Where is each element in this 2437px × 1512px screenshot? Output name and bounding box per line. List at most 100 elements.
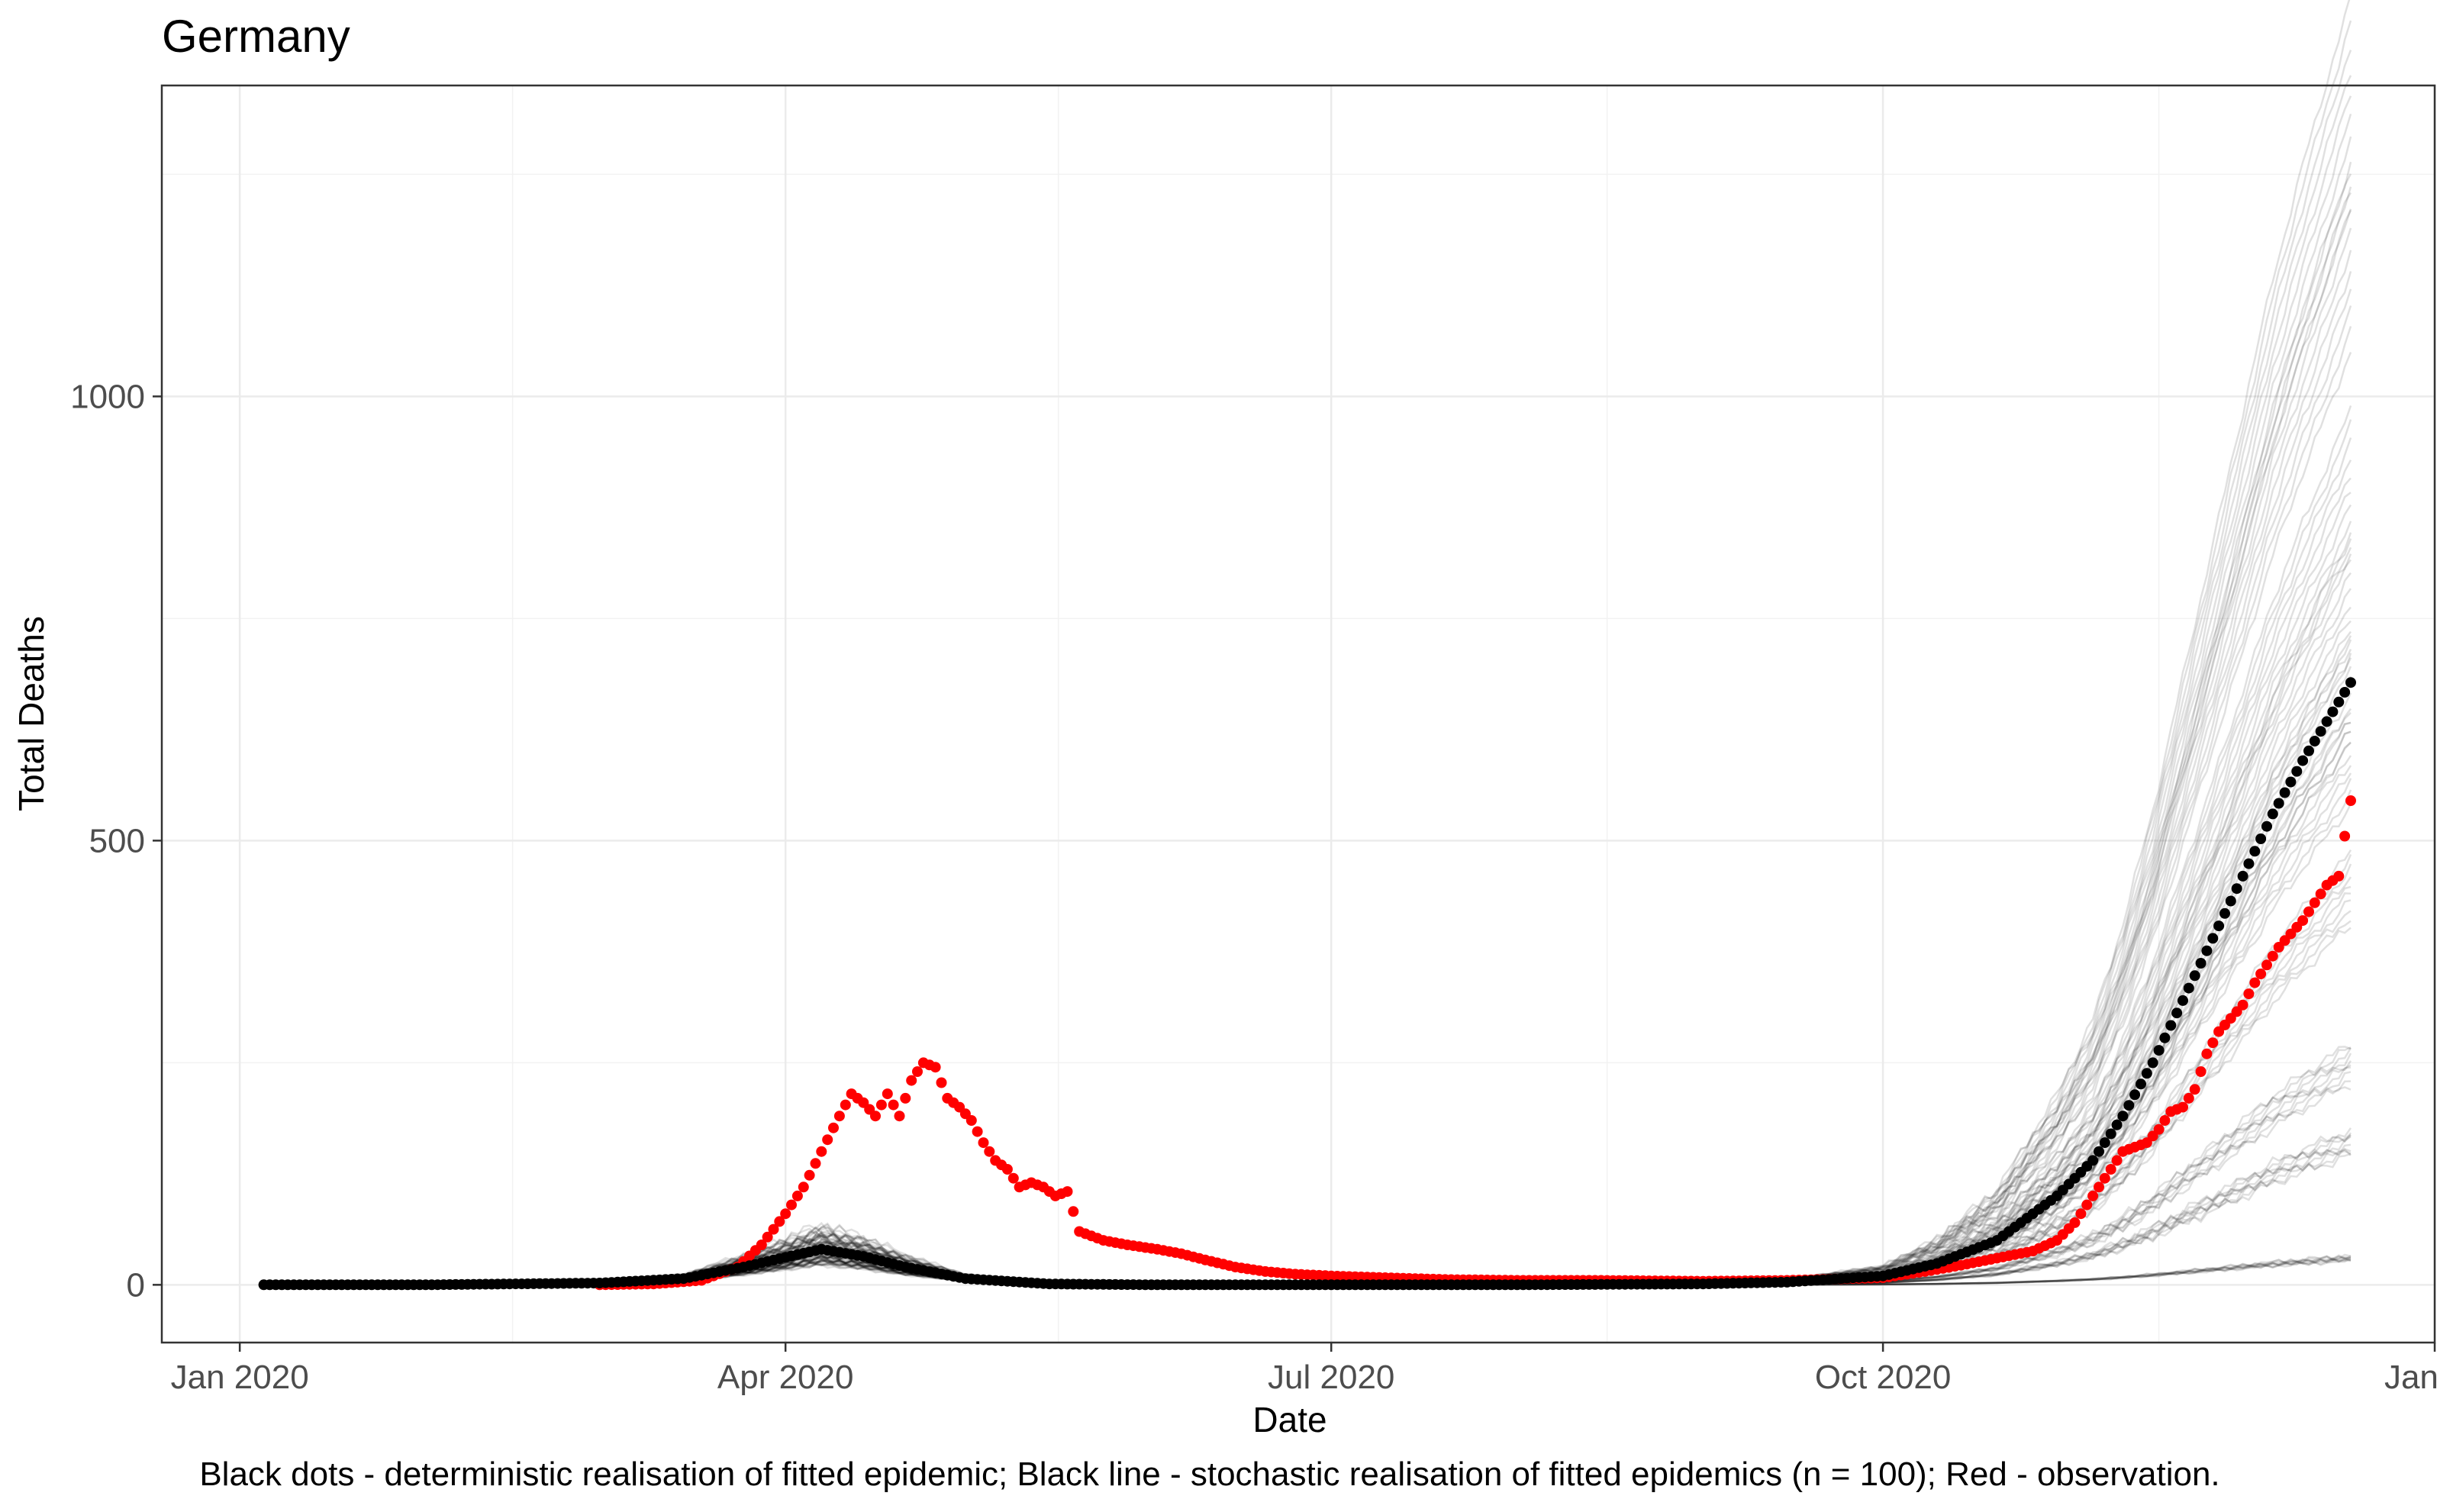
deterministic-point (2327, 706, 2339, 717)
deterministic-point (2183, 982, 2194, 994)
x-tick-label: Oct 2020 (1815, 1359, 1952, 1396)
deterministic-point (2291, 766, 2303, 777)
observation-point (984, 1146, 995, 1157)
deterministic-point (2297, 755, 2309, 766)
observation-point (888, 1099, 899, 1111)
observation-point (2159, 1115, 2171, 1126)
observation-point (768, 1223, 779, 1235)
observation-point (833, 1111, 845, 1122)
observation-point (2081, 1199, 2093, 1211)
deterministic-point (2249, 846, 2261, 857)
observation-point (2189, 1084, 2200, 1095)
observation-point (2267, 950, 2278, 962)
panel-border (160, 84, 2436, 1344)
observation-point (2249, 977, 2261, 988)
observation-point (2261, 959, 2272, 971)
observation-point (2105, 1164, 2116, 1175)
deterministic-point (2159, 1032, 2171, 1043)
observation-point (2183, 1092, 2194, 1104)
deterministic-point (2141, 1068, 2152, 1079)
observation-point (2243, 988, 2255, 1000)
observation-point (882, 1088, 893, 1100)
observation-point (828, 1122, 839, 1133)
observation-point (786, 1199, 797, 1211)
deterministic-point (2333, 696, 2345, 708)
panel-background (162, 85, 2435, 1343)
deterministic-point (2165, 1020, 2177, 1031)
observation-point (774, 1216, 785, 1227)
observation-point (762, 1231, 773, 1243)
deterministic-point (2243, 858, 2255, 869)
observation-point (1007, 1172, 1019, 1184)
deterministic-point (2136, 1078, 2146, 1090)
deterministic-point (2315, 726, 2326, 737)
deterministic-point (2129, 1089, 2141, 1101)
y-tick-label: 0 (127, 1266, 145, 1304)
observation-point (2201, 1048, 2213, 1059)
chart-title: Germany (162, 11, 350, 62)
observation-point (2087, 1190, 2099, 1201)
y-tick-label: 500 (89, 822, 145, 859)
deterministic-point (2225, 895, 2236, 907)
observation-point (840, 1099, 851, 1111)
observation-point (2297, 915, 2309, 927)
deterministic-point (2267, 808, 2278, 820)
observation-point (2339, 830, 2351, 842)
observation-point (894, 1111, 905, 1122)
observation-point (2075, 1208, 2087, 1220)
deterministic-point (2285, 776, 2297, 788)
observation-point (930, 1062, 941, 1073)
major-gridlines (162, 85, 2436, 1343)
deterministic-point (2309, 736, 2320, 746)
observation-point (791, 1190, 803, 1201)
observation-point (2069, 1217, 2081, 1228)
observation-point (804, 1169, 815, 1181)
deterministic-point (2261, 820, 2272, 832)
y-tick-label: 1000 (70, 378, 145, 415)
deterministic-point (2273, 798, 2284, 809)
observation-point (756, 1240, 767, 1250)
observation-point (972, 1126, 983, 1137)
x-tick-label: Jul 2020 (1268, 1359, 1394, 1396)
observation-point (2099, 1172, 2110, 1184)
observation-point (1068, 1206, 1079, 1217)
observation-point (1062, 1186, 1073, 1198)
observation-point (798, 1182, 809, 1193)
deterministic-point (2153, 1045, 2165, 1056)
deterministic-point (2195, 958, 2207, 969)
observation-point (1001, 1164, 1013, 1175)
deterministic-point (2117, 1111, 2129, 1122)
y-axis-title: Total Deaths (11, 616, 51, 811)
observation-point (2315, 888, 2326, 900)
observation-point (810, 1158, 821, 1169)
observation-point (875, 1099, 887, 1111)
deterministic-point (2213, 920, 2225, 932)
observation-point (2094, 1182, 2104, 1193)
deterministic-points (258, 677, 2356, 1291)
observation-point (906, 1075, 917, 1086)
x-tick-label: Jan 2020 (171, 1359, 309, 1396)
deterministic-point (2099, 1137, 2110, 1149)
deterministic-point (2201, 945, 2213, 956)
deterministic-point (2111, 1119, 2123, 1130)
observation-point (965, 1115, 977, 1126)
observation-point (912, 1066, 923, 1077)
deterministic-point (2147, 1057, 2158, 1069)
y-axis: 0 500 1000 (70, 378, 162, 1304)
chart-caption: Black dots - deterministic realisation o… (199, 1456, 2219, 1493)
x-tick-label: Jan 20 (2384, 1359, 2437, 1396)
deterministic-point (2123, 1100, 2135, 1111)
x-axis-title: Date (1252, 1400, 1326, 1439)
observation-point (2178, 1101, 2188, 1113)
deterministic-point (2339, 687, 2351, 698)
deterministic-point (2303, 745, 2314, 756)
x-axis: Jan 2020 Apr 2020 Jul 2020 Oct 2020 Jan 20 (171, 1343, 2437, 1396)
observation-point (2309, 897, 2320, 908)
deterministic-point (2105, 1128, 2116, 1140)
deterministic-point (2321, 716, 2332, 727)
deterministic-point (2178, 995, 2188, 1006)
observation-point (2255, 969, 2267, 979)
observation-point (2303, 906, 2314, 917)
